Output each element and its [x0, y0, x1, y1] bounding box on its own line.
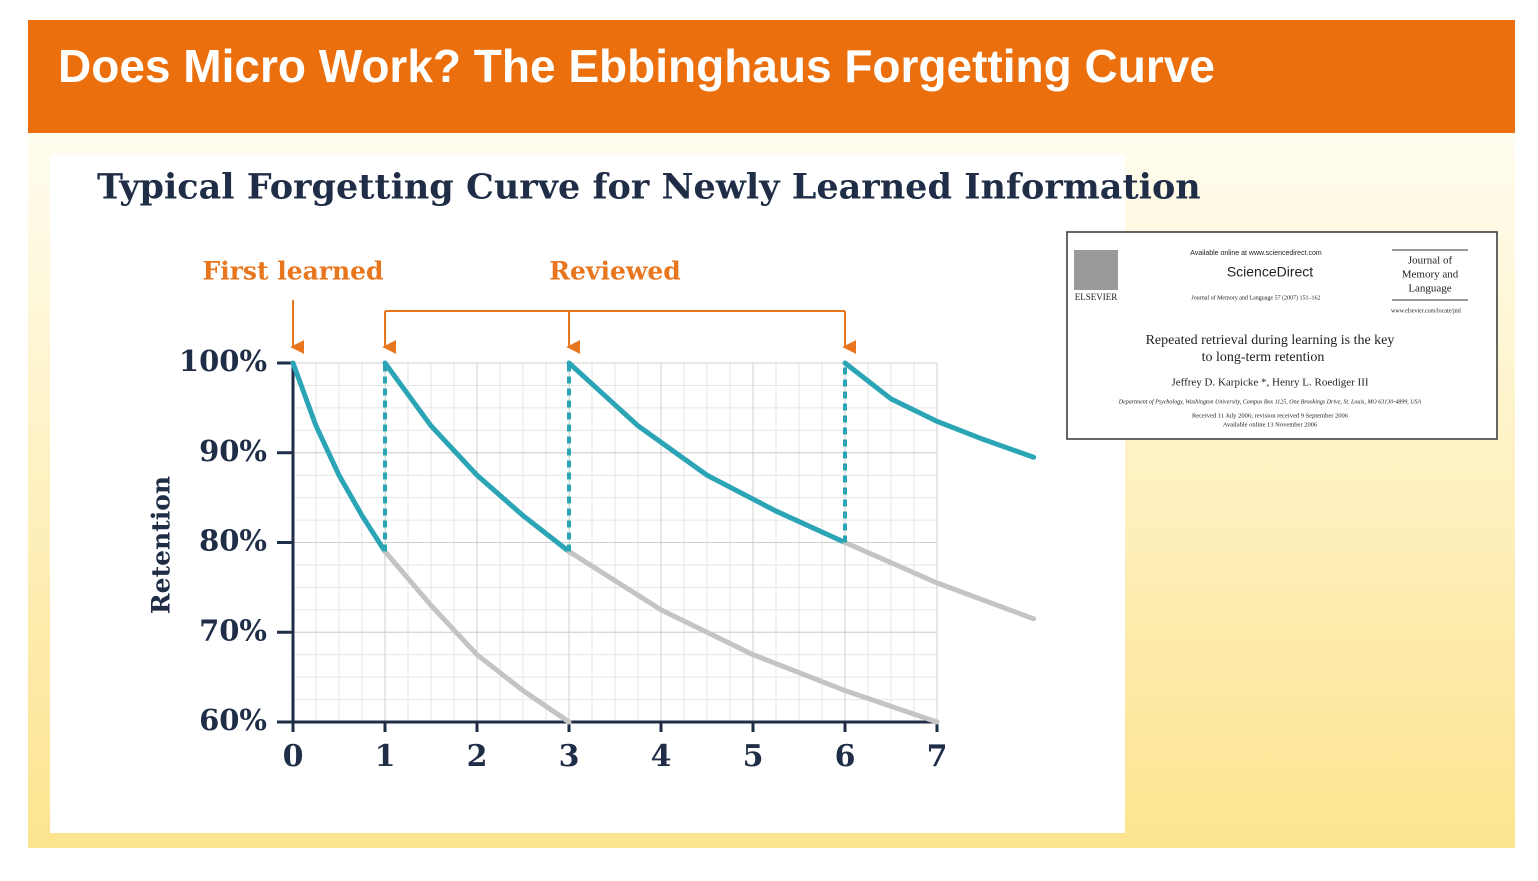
journal-line: Language — [1408, 283, 1451, 295]
brand: ScienceDirect — [1227, 264, 1313, 280]
journal-line: Memory and — [1402, 269, 1459, 281]
chart-panel — [50, 155, 1125, 833]
plot: 0 1 2 3 4 5 6 7 60% 70% 80% 90% 100% First learned Rev… — [179, 257, 1037, 774]
x-tick-label: 3 — [559, 739, 580, 774]
elsevier-logo — [1074, 250, 1118, 290]
y-tick-label: 70% — [199, 613, 267, 647]
affiliation: Department of Psychology, Washington Uni… — [1118, 398, 1422, 405]
retention-curve — [842, 540, 1037, 622]
retention-curve — [382, 548, 572, 725]
x-tick-label: 6 — [835, 739, 856, 774]
publisher: ELSEVIER — [1075, 292, 1118, 302]
x-tick-label: 0 — [283, 739, 304, 774]
available-online: Available online at www.sciencedirect.co… — [1190, 250, 1322, 257]
citation: Journal of Memory and Language 57 (2007)… — [1191, 294, 1320, 301]
paper-title-line: to long-term retention — [1202, 350, 1325, 365]
paper-thumbnail: ELSEVIER Available online at www.science… — [1066, 231, 1498, 440]
x-tick-label: 4 — [651, 739, 672, 774]
journal-line: Journal of — [1408, 255, 1453, 267]
journal-url: www.elsevier.com/locate/jml — [1391, 308, 1461, 314]
y-tick-label: 100% — [179, 344, 267, 378]
retention-curve — [290, 360, 388, 554]
retention-curve — [382, 360, 572, 554]
x-tick-label: 5 — [743, 739, 764, 774]
x-tick-label: 1 — [375, 739, 396, 774]
y-tick-label: 60% — [199, 703, 267, 737]
retention-curve — [566, 548, 940, 725]
x-tick-label: 7 — [927, 739, 948, 774]
slide-title: Does Micro Work? The Ebbinghaus Forgetti… — [58, 40, 1215, 92]
retention-curve — [842, 360, 1037, 460]
paper-frame — [1066, 231, 1498, 440]
annotation: First learned — [202, 257, 383, 286]
authors: Jeffrey D. Karpicke *, Henry L. Roediger… — [1171, 377, 1368, 389]
y-axis-label: Retention — [147, 476, 176, 614]
retention-curve — [566, 360, 848, 545]
paper-title-line: Repeated retrieval during learning is th… — [1146, 333, 1395, 348]
y-tick-label: 90% — [199, 434, 267, 468]
annotation: Reviewed — [549, 257, 681, 286]
x-tick-label: 2 — [467, 739, 488, 774]
header-band — [28, 20, 1515, 133]
y-tick-label: 80% — [199, 524, 267, 558]
online: Available online 13 November 2006 — [1223, 421, 1318, 428]
chart-title: Typical Forgetting Curve for Newly Learn… — [97, 167, 1201, 208]
received: Received 11 July 2006; revision received… — [1192, 412, 1349, 419]
